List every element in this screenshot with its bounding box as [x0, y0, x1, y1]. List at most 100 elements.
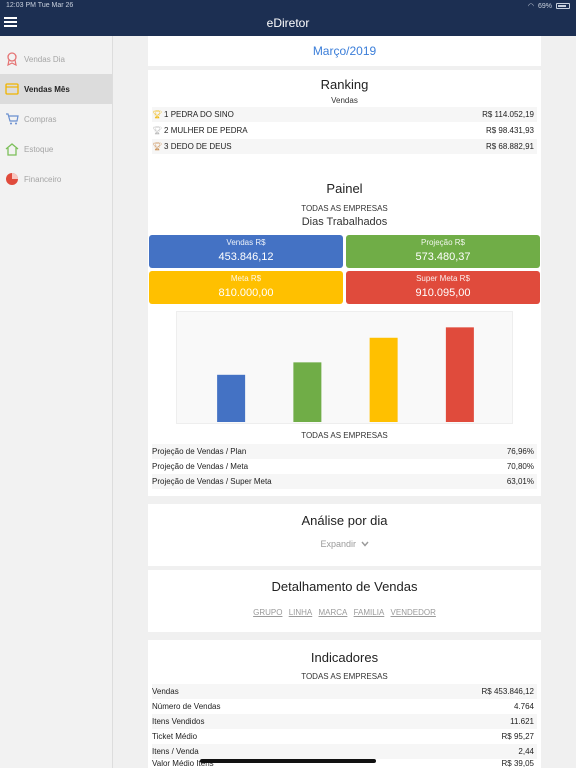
- detalhamento-title: Detalhamento de Vendas: [271, 579, 418, 594]
- bar-chart: [176, 311, 513, 424]
- ranking-pos: 2: [164, 126, 169, 135]
- bar-meta-r: [369, 337, 398, 422]
- indicator-row: Itens Vendidos 11.621: [152, 714, 537, 729]
- home-icon: [5, 142, 19, 156]
- sidebar-item-label: Compras: [24, 114, 57, 124]
- metric-row: Projeção de Vendas / Super Meta 63,01%: [152, 474, 537, 489]
- indicator-label: Número de Vendas: [152, 702, 221, 711]
- detalhamento-card: Detalhamento de Vendas GRUPO LINHA MARCA…: [148, 570, 541, 632]
- analise-title: Análise por dia: [301, 513, 388, 528]
- tile-value: 910.095,00: [415, 287, 471, 299]
- indicadores-title: Indicadores: [310, 650, 379, 665]
- metric-label: Projeção de Vendas / Meta: [152, 462, 249, 471]
- indicator-value: R$ 453.846,12: [481, 687, 535, 696]
- sidebar-item-estoque[interactable]: Estoque: [0, 134, 112, 164]
- indicator-value: 2,44: [518, 747, 534, 756]
- tile-vendas[interactable]: Vendas R$ 453.846,12: [149, 235, 343, 268]
- indicator-row: Número de Vendas 4.764: [152, 699, 537, 714]
- indicator-value: R$ 39,05: [501, 759, 534, 768]
- pie-icon: [5, 172, 19, 186]
- tile-super-meta[interactable]: Super Meta R$ 910.095,00: [346, 271, 540, 304]
- status-time-text: 12:03 PM: [6, 2, 36, 9]
- month-selector[interactable]: Março/2019: [148, 36, 541, 66]
- ranking-title: Ranking: [320, 77, 369, 92]
- metric-value: 70,80%: [506, 462, 534, 471]
- metric-value: 76,96%: [506, 447, 534, 456]
- chart-company: TODAS AS EMPRESAS: [301, 431, 388, 440]
- indicator-label: Itens / Venda: [152, 747, 199, 756]
- link-linha[interactable]: LINHA: [288, 608, 313, 617]
- battery-percent: 69%: [537, 2, 552, 10]
- sidebar-item-vendas-mes[interactable]: Vendas Mês: [0, 74, 112, 104]
- detalhamento-links: GRUPO LINHA MARCA FAMILIA VENDEDOR: [148, 608, 541, 617]
- tile-projecao[interactable]: Projeção R$ 573.480,37: [346, 235, 540, 268]
- metric-row: Projeção de Vendas / Meta 70,80%: [152, 459, 537, 474]
- tile-label: Vendas R$: [226, 238, 266, 247]
- month-label: Março/2019: [312, 44, 377, 58]
- sidebar-item-label: Financeiro: [24, 174, 62, 184]
- sidebar-item-vendas-dia[interactable]: Vendas Dia: [0, 44, 112, 74]
- metric-row: Projeção de Vendas / Plan 76,96%: [152, 444, 537, 459]
- ranking-name: DEDO DE DEUS: [170, 142, 232, 151]
- tile-meta[interactable]: Meta R$ 810.000,00: [149, 271, 343, 304]
- indicator-row: Ticket Médio R$ 95,27: [152, 729, 537, 744]
- link-grupo[interactable]: GRUPO: [253, 608, 283, 617]
- link-vendedor[interactable]: VENDEDOR: [390, 608, 436, 617]
- ranking-row[interactable]: 🏆︎ 1 PEDRA DO SINO R$ 114.052,19: [152, 107, 537, 122]
- wifi-icon: ◠: [527, 3, 534, 10]
- tile-value: 573.480,37: [415, 251, 471, 263]
- sidebar-item-label: Vendas Dia: [24, 54, 65, 64]
- ranking-name: MULHER DE PEDRA: [170, 126, 248, 135]
- tile-value: 453.846,12: [218, 251, 274, 263]
- metric-label: Projeção de Vendas / Plan: [152, 447, 247, 456]
- cart-icon: [5, 112, 19, 126]
- hamburger-menu-icon[interactable]: [4, 17, 17, 27]
- ranking-row[interactable]: 🏆︎ 2 MULHER DE PEDRA R$ 98.431,93: [152, 123, 537, 138]
- painel-card: Painel TODAS AS EMPRESAS Dias Trabalhado…: [148, 172, 541, 496]
- indicator-row: Vendas R$ 453.846,12: [152, 684, 537, 699]
- sidebar-item-label: Vendas Mês: [24, 84, 70, 94]
- trophy-icon: 🏆︎: [152, 142, 163, 151]
- bar-proje-o-r: [293, 362, 322, 422]
- ranking-value: R$ 68.882,91: [485, 142, 534, 151]
- tile-label: Meta R$: [230, 274, 262, 283]
- painel-title: Painel: [326, 181, 363, 196]
- ranking-pos: 3: [164, 142, 169, 151]
- sidebar: Vendas Dia Vendas Mês Compras Estoque Fi…: [0, 36, 113, 768]
- bar-vendas-r: [217, 374, 246, 422]
- link-familia[interactable]: FAMILIA: [353, 608, 385, 617]
- calendar-icon: [5, 82, 19, 96]
- home-indicator[interactable]: [200, 759, 376, 763]
- expand-label: Expandir: [320, 539, 356, 549]
- ranking-pos: 1: [164, 110, 169, 119]
- trophy-icon: 🏆︎: [152, 110, 163, 119]
- sidebar-item-compras[interactable]: Compras: [0, 104, 112, 134]
- navigation-bar: 12:03 PM Tue Mar 26 ◠ 69% eDiretor: [0, 0, 576, 36]
- ranking-value: R$ 98.431,93: [485, 126, 534, 135]
- bar-chart-svg: [217, 327, 474, 422]
- painel-company: TODAS AS EMPRESAS: [301, 204, 388, 213]
- ranking-row[interactable]: 🏆︎ 3 DEDO DE DEUS R$ 68.882,91: [152, 139, 537, 154]
- ranking-name: PEDRA DO SINO: [170, 110, 234, 119]
- indicator-label: Valor Médio Itens: [152, 759, 214, 768]
- indicator-label: Itens Vendidos: [152, 717, 205, 726]
- metric-value: 63,01%: [506, 477, 534, 486]
- status-time: 12:03 PM Tue Mar 26: [6, 2, 73, 9]
- sidebar-item-financeiro[interactable]: Financeiro: [0, 164, 112, 194]
- sidebar-item-label: Estoque: [24, 144, 54, 154]
- analise-card: Análise por dia Expandir: [148, 504, 541, 566]
- status-indicators: ◠ 69%: [528, 2, 570, 10]
- expand-button[interactable]: Expandir: [148, 539, 541, 549]
- link-marca[interactable]: MARCA: [318, 608, 348, 617]
- ranking-subtitle: Vendas: [331, 96, 358, 105]
- main-content: Março/2019 Ranking Vendas 🏆︎ 1 PEDRA DO …: [148, 36, 541, 768]
- trophy-icon: 🏆︎: [152, 126, 163, 135]
- ranking-value: R$ 114.052,19: [482, 110, 534, 119]
- indicadores-card: Indicadores TODAS AS EMPRESAS Vendas R$ …: [148, 640, 541, 768]
- app-title: eDiretor: [266, 16, 310, 30]
- tile-value: 810.000,00: [218, 287, 274, 299]
- indicator-value: 4.764: [513, 702, 534, 711]
- chevron-down-icon: [360, 539, 369, 549]
- indicator-row: Itens / Venda 2,44: [152, 744, 537, 759]
- tile-label: Projeção R$: [420, 238, 466, 247]
